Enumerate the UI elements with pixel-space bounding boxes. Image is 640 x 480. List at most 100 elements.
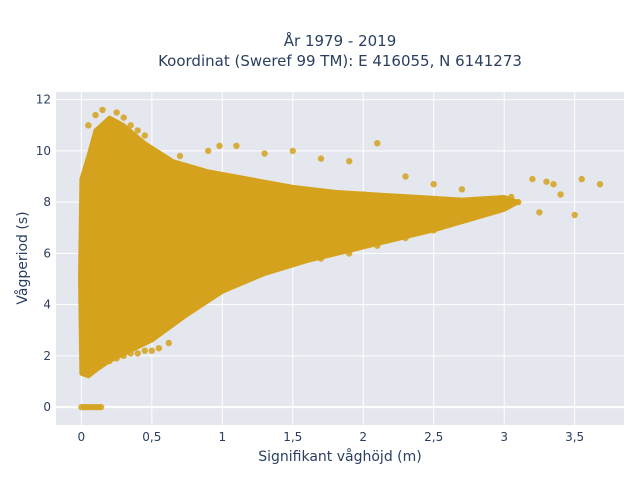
data-point xyxy=(550,181,557,188)
x-tick-label: 1,5 xyxy=(283,430,302,444)
y-tick-label: 8 xyxy=(43,195,51,209)
x-tick-label: 0 xyxy=(78,430,86,444)
data-point xyxy=(127,186,134,193)
data-point xyxy=(148,311,155,319)
y-tick-labels: 0 2 4 6 8 10 12 xyxy=(36,93,51,414)
data-point xyxy=(346,158,353,165)
data-point xyxy=(127,350,134,357)
data-point xyxy=(86,301,94,308)
data-point xyxy=(148,158,155,165)
y-tick-label: 10 xyxy=(36,144,51,158)
data-point xyxy=(155,345,163,352)
data-point xyxy=(120,152,127,160)
point-cloud xyxy=(78,115,521,379)
data-point xyxy=(113,109,120,116)
data-point xyxy=(430,204,437,211)
data-point xyxy=(596,181,604,188)
data-point xyxy=(289,214,296,221)
data-point xyxy=(99,106,106,114)
data-point xyxy=(165,339,172,347)
data-point xyxy=(169,224,177,231)
data-point xyxy=(89,357,96,365)
data-point xyxy=(529,175,536,183)
data-point xyxy=(247,219,254,226)
data-point xyxy=(190,214,198,221)
data-point xyxy=(120,237,127,244)
data-point xyxy=(148,347,155,354)
data-point xyxy=(233,275,240,283)
data-point xyxy=(557,191,564,198)
data-point xyxy=(317,255,325,262)
data-point xyxy=(120,352,127,359)
y-tick-label: 12 xyxy=(36,93,51,107)
chart-title-line-2: Koordinat (Sweref 99 TM): E 416055, N 61… xyxy=(158,52,522,70)
data-point xyxy=(99,250,106,257)
data-point xyxy=(247,206,254,213)
data-point xyxy=(430,227,437,234)
x-tick-label: 1 xyxy=(218,430,226,444)
data-point xyxy=(162,219,170,226)
data-point xyxy=(402,173,409,180)
data-point xyxy=(289,147,296,155)
data-point xyxy=(416,201,423,208)
data-point xyxy=(134,127,141,134)
data-point xyxy=(261,268,268,275)
data-point xyxy=(99,355,106,362)
data-point xyxy=(219,209,226,216)
x-tick-labels: 0 0,5 1 1,5 2 2,5 3 3,5 xyxy=(78,430,585,444)
data-point xyxy=(176,296,184,303)
data-point xyxy=(275,204,282,211)
x-tick-label: 2 xyxy=(359,430,367,444)
data-point xyxy=(205,147,212,155)
data-point xyxy=(268,186,275,193)
data-point xyxy=(106,357,113,365)
y-tick-label: 6 xyxy=(43,246,51,260)
x-tick-label: 3 xyxy=(500,430,508,444)
data-points xyxy=(78,106,604,411)
data-point xyxy=(141,132,148,139)
data-point xyxy=(289,260,296,267)
data-point xyxy=(402,234,409,242)
data-point xyxy=(92,111,99,119)
data-point xyxy=(261,150,268,157)
data-point xyxy=(82,370,89,377)
data-point xyxy=(205,286,212,293)
data-point xyxy=(458,186,466,193)
data-point xyxy=(141,198,148,206)
y-tick-label: 4 xyxy=(43,298,51,312)
data-point xyxy=(176,152,184,160)
data-point xyxy=(127,122,134,129)
data-point xyxy=(120,114,127,121)
data-point xyxy=(85,362,92,370)
data-point xyxy=(331,193,339,201)
data-point xyxy=(106,250,113,257)
data-point xyxy=(346,250,353,257)
data-point xyxy=(82,314,89,321)
data-point xyxy=(388,198,395,206)
point-cloud-shape xyxy=(78,115,521,379)
data-point xyxy=(543,178,550,185)
x-tick-label: 0,5 xyxy=(142,430,161,444)
data-point xyxy=(486,209,494,216)
data-point xyxy=(367,209,374,216)
data-point xyxy=(198,229,205,237)
grid-lines xyxy=(56,92,624,425)
data-point xyxy=(303,198,311,206)
data-point xyxy=(536,209,543,216)
data-point xyxy=(155,211,163,219)
data-point xyxy=(571,211,578,219)
chart-title-line-1: År 1979 - 2019 xyxy=(284,31,397,50)
data-point xyxy=(141,347,148,354)
data-point xyxy=(578,175,585,183)
data-point xyxy=(233,142,240,149)
x-axis-title: Signifikant våghöjd (m) xyxy=(258,448,421,465)
data-point xyxy=(120,173,127,180)
data-point xyxy=(85,122,92,129)
data-point xyxy=(472,204,480,211)
data-point xyxy=(97,403,105,411)
data-point xyxy=(113,198,120,206)
data-point xyxy=(317,155,325,162)
data-point xyxy=(113,355,120,362)
